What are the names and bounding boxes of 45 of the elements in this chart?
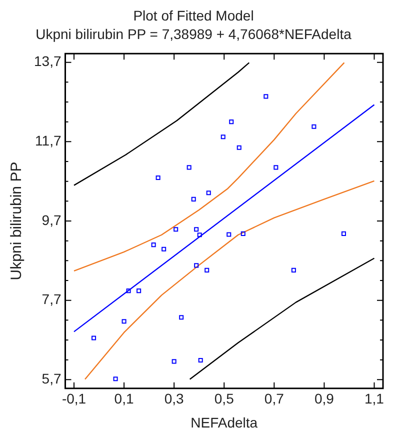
point xyxy=(151,242,156,248)
point xyxy=(186,165,192,170)
y-axis-title: Ukpni bilirubin PP xyxy=(8,162,26,280)
point xyxy=(194,227,199,232)
x-tick-label: 0,7 xyxy=(264,390,284,407)
y-tick-label: 11,7 xyxy=(35,132,62,149)
x-tick-label: 0,3 xyxy=(164,390,184,407)
x-tick-label: 1,1 xyxy=(364,390,384,407)
point xyxy=(92,336,96,340)
point xyxy=(206,190,211,196)
point xyxy=(156,175,160,180)
chart-title: Plot of Fitted Model xyxy=(133,7,254,24)
x-tick-label: 0,5 xyxy=(214,390,234,407)
x-tick-label: -0,1 xyxy=(62,390,86,407)
point xyxy=(126,288,131,294)
point xyxy=(179,315,184,320)
point xyxy=(220,134,226,140)
x-axis-title: NEFAdelta xyxy=(190,414,258,430)
point xyxy=(204,268,210,272)
chart-subtitle: Ukpni bilirubin PP = 7,38989 + 4,76068*NEFAdelta xyxy=(36,26,352,42)
point xyxy=(172,359,176,364)
y-tick-label: 9,7 xyxy=(42,212,62,228)
point xyxy=(236,145,242,150)
point xyxy=(174,227,178,232)
x-tick-label: 0,9 xyxy=(314,390,334,407)
point xyxy=(113,376,118,382)
y-tick-label: 7,7 xyxy=(42,291,62,308)
y-tick-label: 5,7 xyxy=(42,370,62,387)
point xyxy=(291,268,296,272)
point xyxy=(229,120,234,124)
point xyxy=(136,288,142,294)
point xyxy=(191,196,196,202)
y-tick-label: 13,7 xyxy=(34,53,62,70)
x-tick-label: 0,1 xyxy=(114,390,134,407)
point xyxy=(264,94,268,99)
point xyxy=(341,231,346,236)
point xyxy=(226,232,232,237)
point xyxy=(197,232,202,238)
point xyxy=(240,231,246,236)
point xyxy=(194,263,199,268)
point xyxy=(274,165,278,170)
point xyxy=(198,358,203,363)
point xyxy=(122,319,126,324)
point xyxy=(312,124,316,129)
point xyxy=(162,246,166,252)
